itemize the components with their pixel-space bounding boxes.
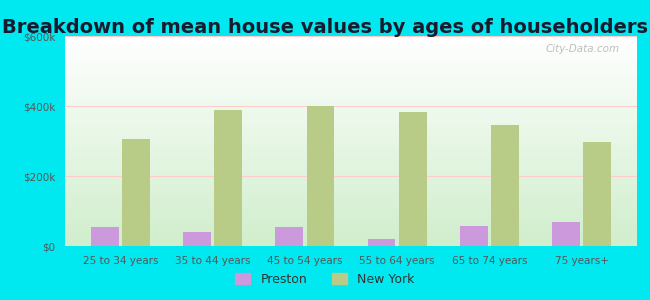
Bar	[552, 222, 580, 246]
Bar	[307, 106, 334, 246]
Bar	[399, 112, 426, 246]
Bar	[491, 125, 519, 246]
Text: Breakdown of mean house values by ages of householders: Breakdown of mean house values by ages o…	[2, 18, 648, 37]
Text: City-Data.com: City-Data.com	[546, 44, 620, 54]
Bar	[214, 110, 242, 246]
Bar	[91, 227, 118, 246]
Bar	[122, 139, 150, 246]
Bar	[584, 142, 611, 246]
Bar	[460, 226, 488, 246]
Legend: Preston, New York: Preston, New York	[231, 268, 419, 291]
Bar	[183, 232, 211, 246]
Bar	[368, 239, 395, 246]
Bar	[276, 227, 303, 246]
